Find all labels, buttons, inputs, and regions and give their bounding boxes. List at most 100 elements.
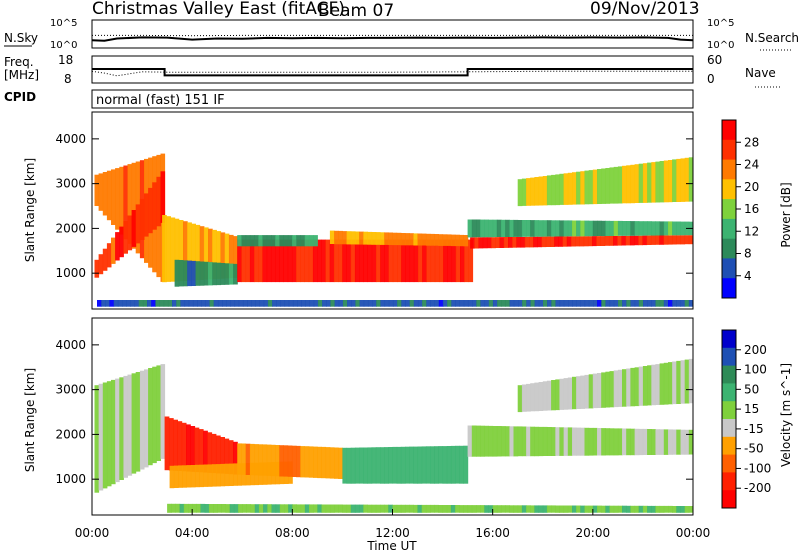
freq-tick-top: 18 (58, 53, 73, 67)
data-cell (580, 375, 585, 409)
data-cell (167, 503, 172, 513)
data-cell (220, 232, 226, 279)
data-cell (567, 505, 573, 513)
data-cell (131, 162, 137, 249)
data-cell (576, 300, 581, 307)
data-cell (455, 234, 460, 247)
data-cell (270, 444, 276, 477)
data-cell (609, 505, 615, 513)
data-cell (350, 239, 356, 283)
data-cell (233, 236, 238, 278)
data-cell (672, 159, 677, 202)
data-cell (330, 300, 336, 307)
data-cell (576, 171, 581, 205)
data-cell (392, 239, 398, 283)
beam-label: Beam 07 (318, 1, 394, 21)
nsearch-label: N.Search (745, 31, 799, 45)
data-cell (643, 300, 648, 307)
xtick-label-1: 04:00 (175, 526, 210, 540)
data-cell (312, 239, 318, 283)
data-cell (159, 300, 165, 307)
data-region-7 (167, 503, 694, 513)
ytick-label-0: 1000 (55, 472, 86, 486)
xtick-label-0: 00:00 (75, 526, 110, 540)
data-cell (554, 236, 559, 247)
data-cell (542, 381, 548, 411)
data-cell (575, 236, 580, 247)
data-cell (555, 427, 560, 456)
data-cell (630, 428, 636, 456)
data-cell (647, 300, 652, 307)
data-cell (325, 447, 331, 479)
data-cell (551, 427, 556, 456)
freq-unit-label: [MHz] (4, 68, 39, 82)
data-cell (342, 504, 348, 513)
data-cell (115, 378, 120, 483)
colorbar-segment-7 (722, 454, 736, 473)
data-cell (555, 300, 561, 307)
data-cell (580, 427, 585, 456)
data-cell (259, 300, 265, 307)
data-cell (455, 505, 460, 513)
data-cell (455, 445, 460, 484)
data-cell (551, 174, 556, 206)
cpid-text: normal (fast) 151 IF (96, 93, 225, 108)
data-cell (450, 505, 456, 513)
data-cell (518, 300, 523, 307)
data-cell (102, 172, 108, 216)
data-cell (179, 503, 185, 513)
data-cell (183, 221, 188, 281)
data-cell (297, 300, 302, 307)
data-cell (292, 300, 298, 307)
data-cell (388, 447, 393, 484)
data-cell (505, 426, 510, 457)
data-cell (102, 248, 108, 271)
data-cell (442, 300, 448, 307)
data-cell (135, 372, 141, 472)
data-cell (421, 504, 427, 513)
data-cell (526, 178, 531, 206)
data-cell (258, 444, 263, 476)
data-cell (308, 235, 314, 247)
velocity-colorbar: 200 100 50 15 -15 -50 -100 -200 (721, 329, 771, 509)
data-cell (555, 220, 560, 237)
velocity-colorbar-label: Velocity [m s^-1] (779, 363, 793, 467)
data-cell (279, 239, 284, 283)
data-cell (168, 418, 174, 471)
data-cell (127, 164, 133, 244)
data-cell (359, 239, 364, 283)
data-cell (173, 419, 178, 471)
data-cell (142, 300, 148, 307)
data-cell (617, 505, 623, 513)
data-region-1 (94, 171, 166, 278)
data-cell (613, 235, 618, 246)
data-cell (263, 300, 269, 307)
data-cell (651, 364, 656, 406)
data-cell (529, 236, 534, 248)
data-cell (203, 464, 209, 487)
colorbar-segment-0 (722, 330, 736, 349)
noise-panel: N.Sky 10^5 10^0 10^5 10^0 N.Search (4, 18, 799, 51)
data-cell (109, 300, 115, 307)
data-cell (400, 504, 406, 513)
data-cell (266, 239, 272, 283)
ytick-label-3: 4000 (55, 338, 86, 352)
data-cell (486, 237, 492, 249)
data-cell (680, 429, 686, 455)
velocity-ylabel: Slant Range [km] (23, 368, 37, 472)
data-cell (638, 505, 644, 513)
data-cell (605, 220, 611, 236)
data-cell (530, 177, 535, 206)
data-cell (534, 505, 540, 513)
data-cell (638, 221, 644, 236)
data-cell (451, 239, 457, 283)
data-cell (211, 464, 217, 487)
data-cell (400, 446, 406, 484)
data-cell (106, 170, 112, 221)
data-cell (572, 172, 577, 205)
data-cell (592, 220, 598, 237)
data-cell (401, 300, 406, 307)
data-cell (258, 239, 263, 283)
data-cell (601, 300, 606, 307)
data-cell (388, 239, 394, 283)
